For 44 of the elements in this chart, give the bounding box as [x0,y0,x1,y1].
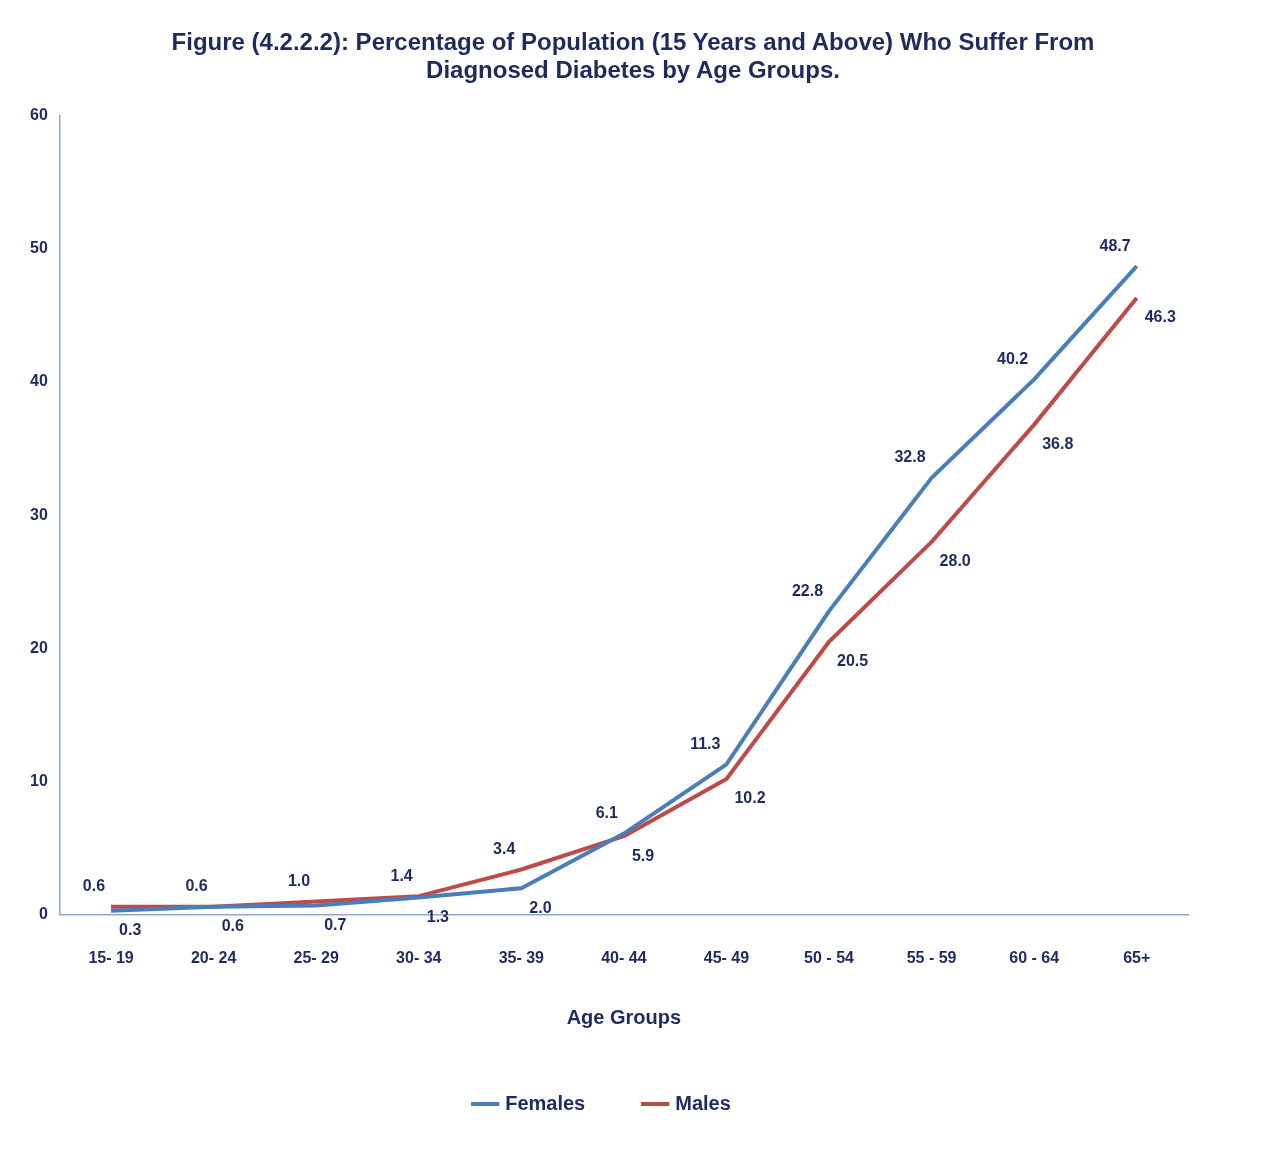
data-label: 1.3 [426,907,450,925]
y-tick-label: 20 [30,638,48,656]
data-label: 20.5 [837,652,869,670]
y-tick-label: 0 [38,905,48,923]
data-label: 22.8 [791,581,824,599]
x-tick-label: 50 - 54 [804,948,855,966]
legend-label: Males [675,1091,731,1114]
data-label: 10.2 [734,789,766,807]
data-label: 32.8 [894,448,926,466]
x-tick-label: 55 - 59 [906,948,957,966]
y-tick-label: 60 [30,106,48,124]
x-tick-label: 60 - 64 [1009,948,1060,966]
data-label: 11.3 [690,734,721,752]
y-tick-label: 30 [30,505,48,523]
y-tick-label: 10 [30,772,48,790]
x-axis-title: Age Groups [566,1005,682,1028]
x-tick-label: 30- 34 [396,948,442,966]
x-tick-label: 25- 29 [293,948,339,966]
x-tick-label: 65+ [1123,948,1151,966]
data-label: 0.6 [185,877,208,895]
data-label: 3.4 [493,839,516,857]
data-label: 0.3 [119,921,142,939]
data-label: 1.0 [287,871,311,889]
legend-label: Females [505,1091,586,1114]
data-label: 6.1 [595,803,618,821]
data-label: 36.8 [1042,435,1074,453]
data-label: 48.7 [1099,236,1131,254]
x-tick-label: 35- 39 [498,948,545,966]
x-tick-label: 40- 44 [601,948,647,966]
data-label: 1.4 [390,866,413,884]
data-label: 0.6 [82,877,106,895]
x-tick-label: 20- 24 [190,948,237,966]
x-tick-label: 45- 49 [703,948,750,966]
x-tick-label: 15- 19 [88,948,134,966]
data-label: 2.0 [529,898,552,916]
data-label: 0.7 [324,915,347,933]
data-label: 28.0 [939,552,971,570]
chart-title: Figure (4.2.2.2): Percentage of Population (15 Years and Above) Who Suffer From Diagnosed Diabetes by Age Groups. [170,27,1096,85]
data-label: 5.9 [631,846,655,864]
data-label: 0.6 [221,917,244,935]
data-label: 40.2 [997,349,1029,367]
y-tick-label: 40 [30,372,48,390]
data-label: 46.3 [1144,308,1176,326]
y-tick-label: 50 [30,239,48,257]
